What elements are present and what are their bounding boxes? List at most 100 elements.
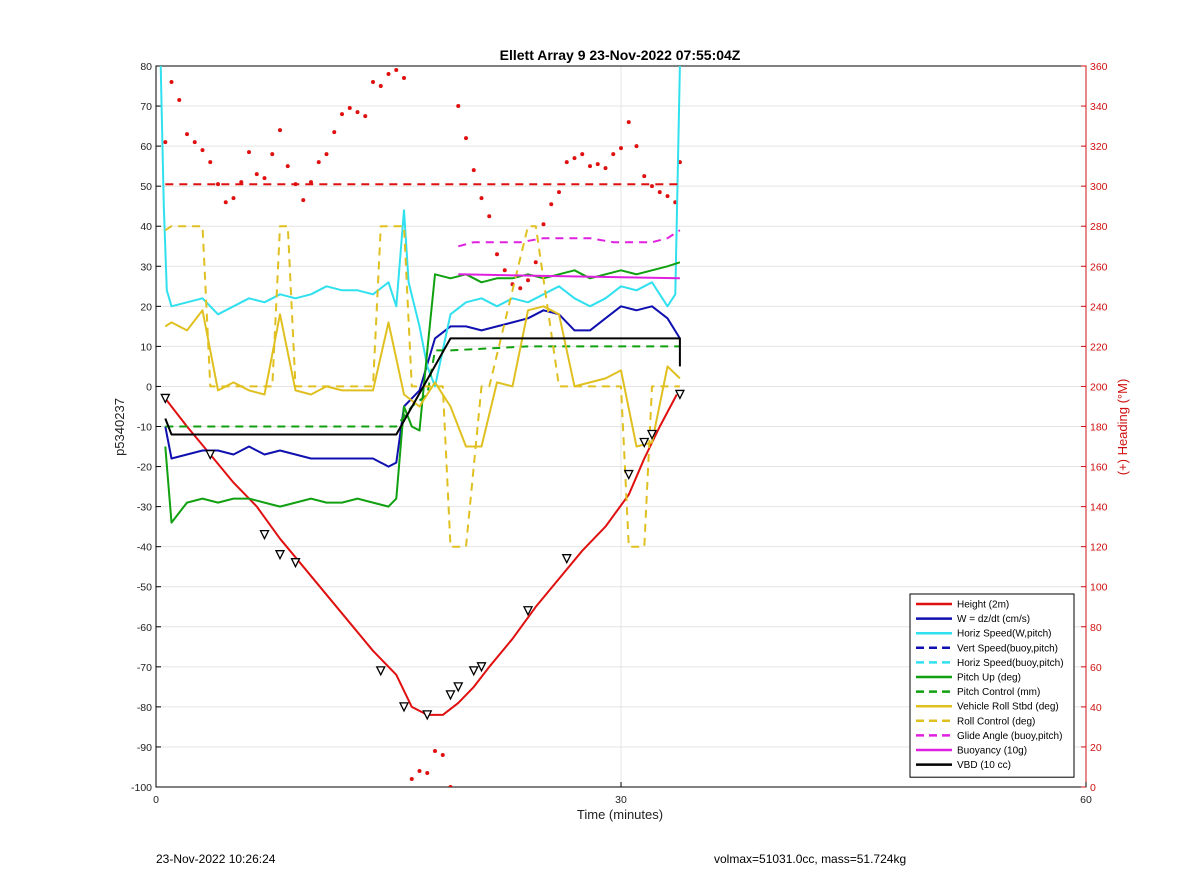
heading-point: [262, 176, 267, 181]
legend-entry: Pitch Control (mm): [957, 687, 1040, 698]
heading-point: [495, 252, 499, 257]
heading-point: [448, 785, 453, 787]
y2-tick-label: 180: [1090, 422, 1108, 434]
legend-entry: Pitch Up (deg): [957, 673, 1021, 684]
height-marker: [205, 449, 216, 460]
y-tick-label: -40: [137, 542, 152, 554]
legend-entry: Vert Speed(buoy,pitch): [957, 643, 1058, 654]
heading-point: [409, 776, 414, 781]
heading-point: [549, 202, 554, 207]
y2-tick-label: 280: [1090, 221, 1108, 233]
heading-point: [650, 184, 654, 189]
series-line-buoyancy-10g: [458, 273, 680, 280]
heading-point: [200, 148, 205, 153]
y-tick-label: 20: [140, 301, 152, 313]
footer-timestamp: 23-Nov-2022 10:26:24: [156, 852, 276, 866]
heading-point: [657, 190, 662, 195]
y-tick-label: -30: [137, 502, 152, 514]
series-line-horiz-speed-w-pitch: [159, 66, 681, 388]
heading-point: [332, 130, 337, 135]
legend-entry: Horiz Speed(buoy,pitch): [957, 658, 1064, 669]
heading-point: [285, 164, 290, 169]
y2-tick-label: 140: [1090, 502, 1108, 514]
y2-tick-label: 360: [1090, 61, 1108, 73]
heading-point: [619, 146, 623, 151]
x-tick-label: 30: [615, 794, 627, 806]
y2-axis-label: (+) Heading (°M): [1115, 379, 1130, 476]
height-marker: [646, 429, 658, 440]
legend-entry: Vehicle Roll Stbd (deg): [957, 702, 1059, 713]
y-tick-label: -20: [137, 462, 152, 474]
x-tick-label: 0: [153, 794, 159, 806]
heading-point: [626, 120, 631, 125]
y-tick-label: 0: [146, 381, 152, 393]
y2-tick-label: 240: [1090, 301, 1108, 313]
y-tick-label: -50: [137, 582, 152, 594]
heading-point: [309, 180, 313, 185]
y2-tick-label: 260: [1090, 261, 1108, 273]
y2-tick-label: 40: [1090, 702, 1102, 714]
y2-tick-label: 340: [1090, 101, 1108, 113]
height-marker: [468, 666, 479, 677]
heading-point: [216, 182, 220, 187]
heading-point: [163, 140, 168, 145]
heading-point: [223, 200, 228, 205]
heading-point: [239, 180, 244, 185]
series-line-pitch-control-mm: [165, 345, 680, 428]
height-marker: [259, 530, 270, 541]
heading-point: [464, 136, 468, 141]
chart-title: Ellett Array 9 23-Nov-2022 07:55:04Z: [500, 47, 741, 63]
heading-point: [386, 72, 391, 77]
y-tick-label: -90: [137, 742, 152, 754]
heading-point: [611, 152, 616, 157]
legend-entry: VBD (10 cc): [957, 760, 1011, 771]
legend-entry: W = dz/dt (cm/s): [957, 614, 1030, 625]
height-marker: [290, 558, 301, 569]
series-layer: [159, 66, 685, 787]
y-tick-label: 80: [140, 61, 152, 73]
heading-point: [502, 268, 507, 273]
y-tick-label: 60: [140, 141, 152, 153]
y2-tick-label: 160: [1090, 462, 1108, 474]
y2-tick-label: 200: [1090, 381, 1108, 393]
series-line-height-2m: [164, 394, 678, 716]
height-marker: [274, 550, 286, 561]
heading-point: [580, 152, 585, 157]
heading-point: [394, 68, 399, 73]
y2-tick-label: 320: [1090, 141, 1108, 153]
y2-tick-label: 220: [1090, 341, 1108, 353]
height-marker: [375, 666, 386, 677]
heading-point: [456, 104, 461, 109]
y2-tick-label: 100: [1090, 582, 1108, 594]
y-tick-label: 10: [140, 341, 152, 353]
heading-point: [192, 140, 197, 145]
y2-tick-label: 60: [1090, 662, 1102, 674]
heading-point: [425, 770, 430, 775]
heading-point: [665, 194, 670, 199]
legend-entry: Roll Control (deg): [957, 716, 1035, 727]
x-axis-label: Time (minutes): [577, 807, 663, 822]
y-tick-label: 50: [140, 181, 152, 193]
series-line-w-dz-dt-cm-s: [164, 305, 681, 468]
heading-point: [557, 190, 561, 195]
heading-point: [208, 160, 213, 165]
y-tick-label: -100: [131, 782, 152, 794]
heading-point: [533, 260, 538, 265]
heading-point: [471, 168, 476, 173]
series-line-roll-control-deg: [164, 225, 680, 548]
series-line-glide-angle-buoy-pitch: [458, 229, 681, 248]
heading-point: [518, 286, 523, 291]
heading-point: [278, 128, 282, 133]
y2-tick-label: 300: [1090, 181, 1108, 193]
heading-point: [347, 106, 352, 111]
footer-volmax-mass: volmax=51031.0cc, mass=51.724kg: [714, 852, 907, 866]
height-marker: [476, 662, 487, 673]
legend-entry: Horiz Speed(W,pitch): [957, 629, 1051, 640]
heading-point: [324, 152, 329, 157]
height-marker: [445, 690, 456, 701]
y-tick-label: 40: [140, 221, 152, 233]
heading-point: [378, 84, 383, 89]
y-axis-label: p5340237: [112, 398, 127, 456]
heading-point: [177, 98, 182, 103]
